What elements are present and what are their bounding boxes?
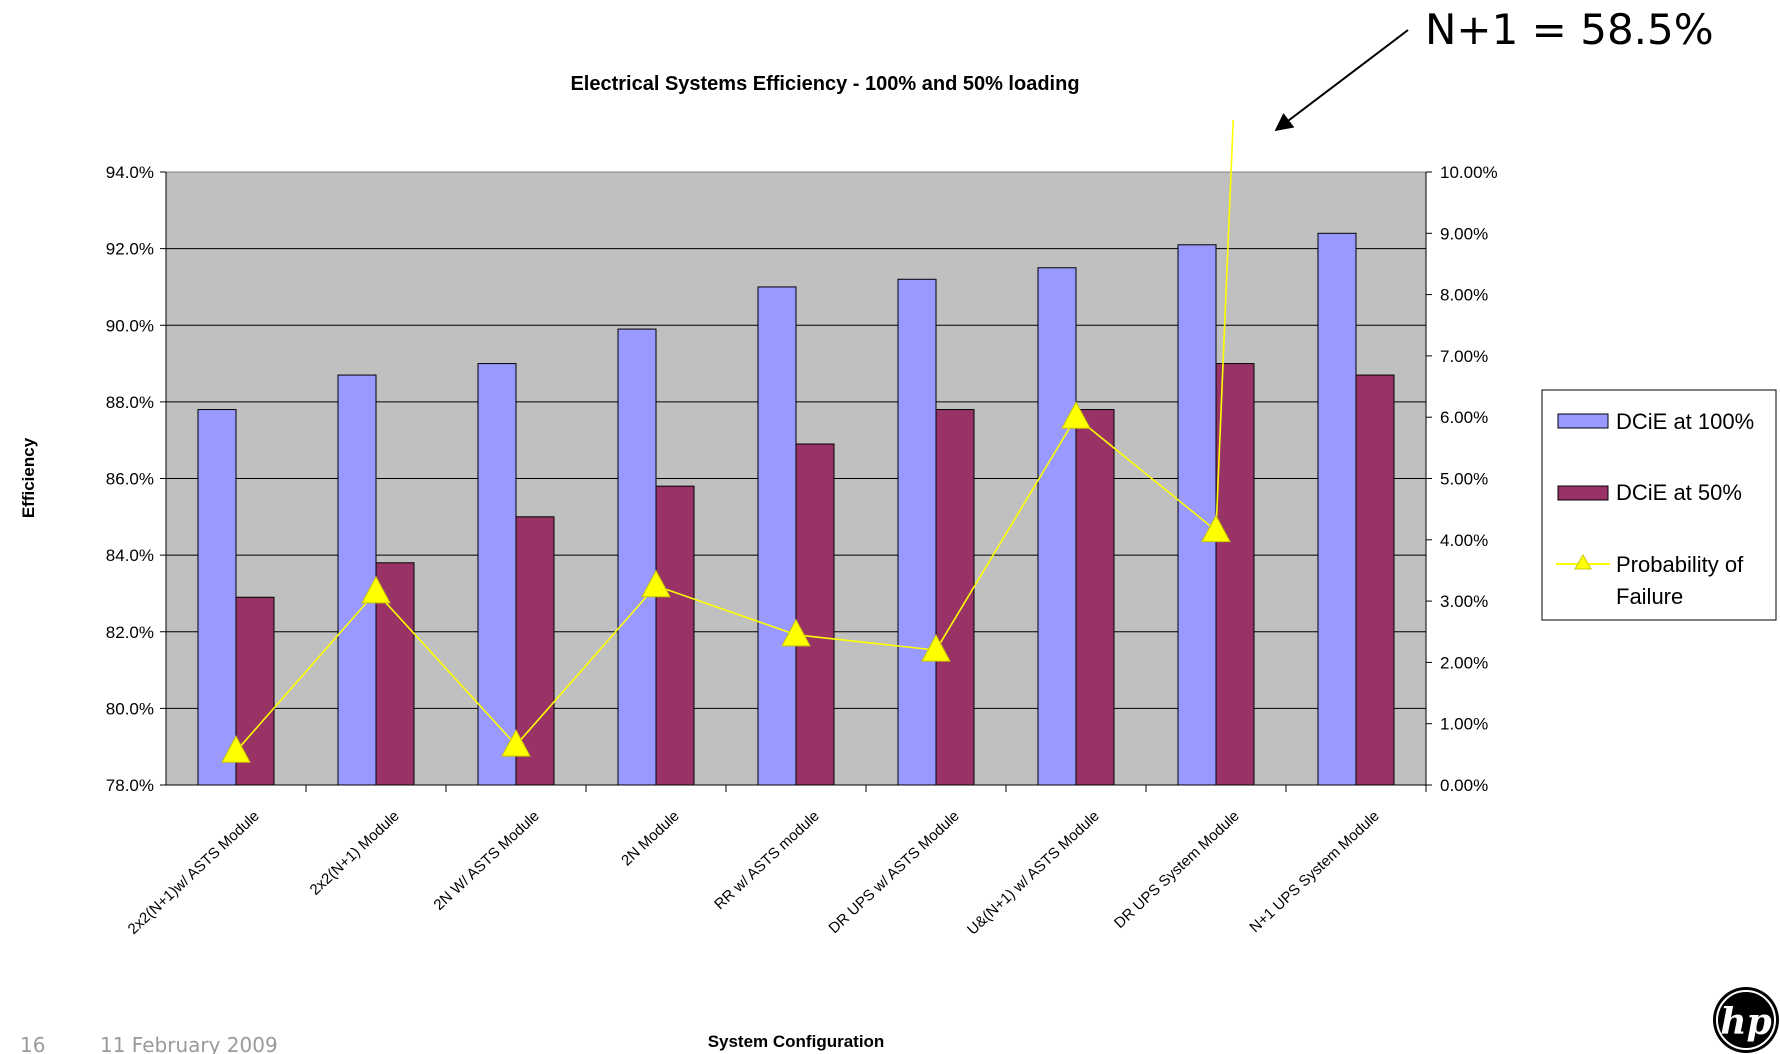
bar-dcie-100 — [197, 409, 237, 786]
footer-date: 11 February 2009 — [100, 1033, 278, 1054]
y-tick-label: 92.0% — [106, 240, 154, 259]
y2-tick-label: 10.00% — [1440, 163, 1498, 182]
legend-label-dcie-50: DCiE at 50% — [1616, 480, 1742, 505]
bar-dcie-100 — [477, 363, 517, 786]
x-tick-label: U&(N+1) w/ ASTS Module — [964, 807, 1103, 938]
footer-page-number: 16 — [20, 1033, 45, 1054]
legend-swatch-dcie-50 — [1557, 485, 1609, 501]
y-tick-label: 94.0% — [106, 163, 154, 182]
y-tick-label: 90.0% — [106, 316, 154, 335]
chart-title: Electrical Systems Efficiency - 100% and… — [570, 73, 1079, 95]
bar-dcie-100 — [1037, 267, 1077, 786]
y-tick-label: 86.0% — [106, 470, 154, 489]
bar-dcie-50 — [1075, 409, 1115, 786]
y2-tick-label: 5.00% — [1440, 470, 1488, 489]
bar-dcie-50 — [1215, 363, 1255, 786]
failure-marker — [781, 618, 811, 647]
y2-tick-label: 6.00% — [1440, 408, 1488, 427]
y2-tick-label: 2.00% — [1440, 653, 1488, 672]
y-tick-label: 78.0% — [106, 776, 154, 795]
x-tick-label: DR UPS System Module — [1111, 807, 1243, 931]
failure-marker — [1061, 401, 1091, 429]
y-tick-label: 82.0% — [106, 623, 154, 642]
failure-marker — [221, 735, 251, 763]
annotation-text: N+1 = 58.5% — [1425, 5, 1714, 54]
y-tick-label: 80.0% — [106, 699, 154, 718]
x-tick-label: 2N Module — [618, 807, 683, 869]
y-tick-label: 84.0% — [106, 546, 154, 565]
failure-marker — [501, 729, 531, 757]
bar-dcie-100 — [617, 328, 657, 786]
legend-swatch-failure-marker — [1574, 553, 1592, 570]
failure-marker — [1201, 514, 1231, 543]
x-axis-title: System Configuration — [708, 1032, 885, 1051]
annotation-arrow — [1274, 29, 1409, 132]
legend-label-failure-line2: Failure — [1616, 584, 1683, 609]
x-tick-label: RR w/ ASTS module — [711, 807, 823, 913]
x-axis-labels: 2x2(N+1)w/ ASTS Module 2x2(N+1) Module 2N … — [125, 807, 1383, 938]
hp-logo-text: hp — [1720, 1001, 1771, 1043]
y2-tick-label: 1.00% — [1440, 715, 1488, 734]
bar-dcie-100 — [897, 278, 937, 786]
x-tick-label: 2x2(N+1)w/ ASTS Module — [125, 807, 263, 937]
y2-tick-label: 4.00% — [1440, 531, 1488, 550]
y2-tick-label: 9.00% — [1440, 224, 1488, 243]
y-tick-label: 88.0% — [106, 393, 154, 412]
hp-logo-icon: hp — [1713, 987, 1779, 1053]
legend-swatch-dcie-100 — [1557, 413, 1609, 429]
x-tick-label: 2x2(N+1) Module — [307, 807, 403, 898]
failure-line-series — [221, 120, 1235, 763]
y2-tick-label: 0.00% — [1440, 776, 1488, 795]
y2-tick-label: 8.00% — [1440, 286, 1488, 305]
bar-dcie-50 — [1355, 374, 1395, 786]
legend: DCiE at 100% DCiE at 50% Probability of … — [1541, 389, 1777, 621]
legend-label-failure-line1: Probability of — [1616, 552, 1744, 577]
x-tick-label: N+1 UPS System Module — [1246, 807, 1382, 936]
failure-marker — [641, 569, 671, 598]
bar-dcie-100 — [337, 374, 377, 786]
bar-dcie-50 — [795, 443, 835, 786]
bar-dcie-100 — [1317, 232, 1357, 786]
legend-label-dcie-100: DCiE at 100% — [1616, 409, 1754, 434]
failure-marker — [361, 575, 391, 604]
y2-tick-label: 7.00% — [1440, 347, 1488, 366]
bar-dcie-50 — [515, 516, 555, 786]
y2-axis-ticks: 0.00% 1.00% 2.00% 3.00% 4.00% 5.00% 6.00% 7.00%… — [1426, 163, 1498, 795]
bar-dcie-100 — [757, 286, 797, 786]
y2-tick-label: 3.00% — [1440, 592, 1488, 611]
y-axis-ticks: 78.0% 80.0% 82.0% 84.0% 86.0% 88.0% 90.0% 92.0%… — [106, 163, 166, 795]
bar-dcie-50 — [655, 485, 695, 786]
failure-marker — [921, 634, 951, 662]
y-axis-title: Efficiency — [19, 437, 38, 518]
x-tick-label: 2N W/ ASTS Module — [431, 807, 543, 913]
x-tick-label: DR UPS w/ ASTS Module — [826, 807, 963, 937]
